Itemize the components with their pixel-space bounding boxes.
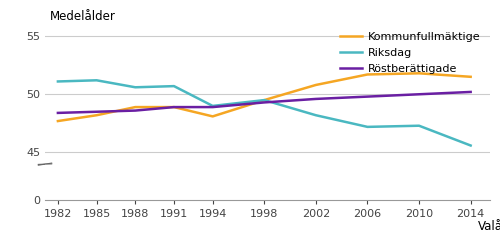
Legend: Kommunfullmäktige, Riksdag, Röstberättigade: Kommunfullmäktige, Riksdag, Röstberättig…: [336, 27, 484, 78]
Text: Medelålder: Medelålder: [50, 10, 116, 23]
Text: Valår: Valår: [478, 220, 500, 233]
